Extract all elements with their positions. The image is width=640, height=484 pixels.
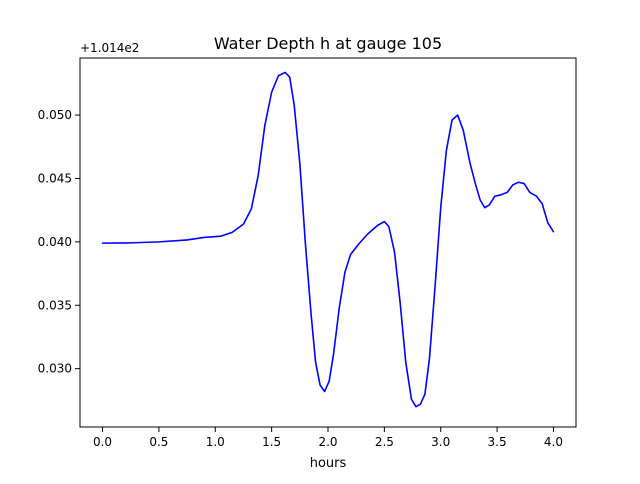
y-tick-label: 0.050 (38, 108, 72, 122)
tick-layer: 0.0 0.5 1.0 1.5 2.0 2.5 3.0 3.5 4.0 0.030 0.035 0.0… (38, 108, 563, 449)
x-tick-label: 2.5 (375, 435, 394, 449)
x-tick-label: 0.0 (93, 435, 112, 449)
y-offset-label: +1.014e2 (80, 41, 139, 55)
plot-layer (80, 58, 576, 427)
plot-area (80, 58, 576, 427)
series-line-0 (101, 71, 555, 408)
y-tick-label: 0.045 (38, 171, 72, 185)
x-tick-label: 1.5 (262, 435, 281, 449)
y-tick-label: 0.030 (38, 362, 72, 376)
x-tick-label: 3.5 (488, 435, 507, 449)
x-tick-label: 2.0 (318, 435, 337, 449)
chart-title: Water Depth h at gauge 105 (214, 34, 442, 53)
x-tick-label: 1.0 (206, 435, 225, 449)
x-tick-label: 0.5 (149, 435, 168, 449)
x-tick-label: 4.0 (544, 435, 563, 449)
y-tick-label: 0.035 (38, 298, 72, 312)
x-axis-label: hours (310, 456, 347, 471)
x-tick-label: 3.0 (431, 435, 450, 449)
y-tick-label: 0.040 (38, 235, 72, 249)
